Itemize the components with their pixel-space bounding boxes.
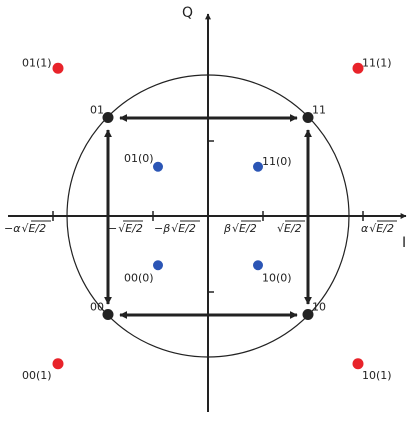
qpsk-point-01: [102, 112, 114, 123]
svg-text:β√E/2: β√E/2: [223, 222, 257, 235]
constellation-points: 11 01 00 10 11(0) 01(0) 00(0) 10(0) 11(1) 01(1) 00…: [22, 56, 392, 382]
tick-label-neg-beta: −β√E/2: [154, 220, 200, 235]
outer-point-label-00-1: 00(1): [22, 369, 52, 382]
outer-point-label-10-1: 10(1): [362, 369, 392, 382]
inner-point-11-0: [253, 161, 263, 172]
svg-text:−α√E/2: −α√E/2: [4, 222, 46, 235]
tick-label-neg-alpha: −α√E/2: [4, 220, 51, 235]
inner-point-label-11-0: 11(0): [262, 155, 292, 168]
outer-point-01-1: [52, 62, 64, 74]
tick-label-pos-alpha: α√E/2: [361, 220, 397, 235]
tick-label-pos-one: √E/2: [277, 220, 305, 235]
qpsk-point-label-00: 00: [90, 301, 104, 314]
svg-text:√E/2: √E/2: [277, 222, 302, 235]
inner-point-01-0: [153, 161, 163, 172]
inner-point-00-0: [153, 260, 163, 271]
qpsk-point-11: [302, 112, 314, 123]
qpsk-point-label-01: 01: [90, 104, 104, 117]
qpsk-point-label-11: 11: [312, 104, 326, 117]
outer-point-label-01-1: 01(1): [22, 56, 52, 69]
outer-point-10-1: [352, 358, 364, 370]
i-axis-label: I: [402, 235, 406, 251]
tick-label-neg-one: −√E/2: [108, 220, 143, 235]
svg-text:α√E/2: α√E/2: [361, 222, 394, 235]
outer-point-00-1: [52, 358, 64, 370]
inner-point-10-0: [253, 260, 263, 271]
svg-text:−√E/2: −√E/2: [108, 222, 143, 235]
q-axis-label: Q: [182, 5, 193, 21]
outer-point-label-11-1: 11(1): [362, 56, 392, 69]
svg-text:−β√E/2: −β√E/2: [154, 222, 196, 235]
inner-point-label-01-0: 01(0): [124, 152, 154, 165]
qpsk-point-label-10: 10: [312, 301, 326, 314]
inner-point-label-00-0: 00(0): [124, 271, 154, 284]
qpsk-point-00: [102, 309, 114, 320]
qpsk-point-10: [302, 309, 314, 320]
outer-point-11-1: [352, 62, 364, 74]
inner-point-label-10-0: 10(0): [262, 271, 292, 284]
tick-label-pos-beta: β√E/2: [223, 220, 261, 235]
